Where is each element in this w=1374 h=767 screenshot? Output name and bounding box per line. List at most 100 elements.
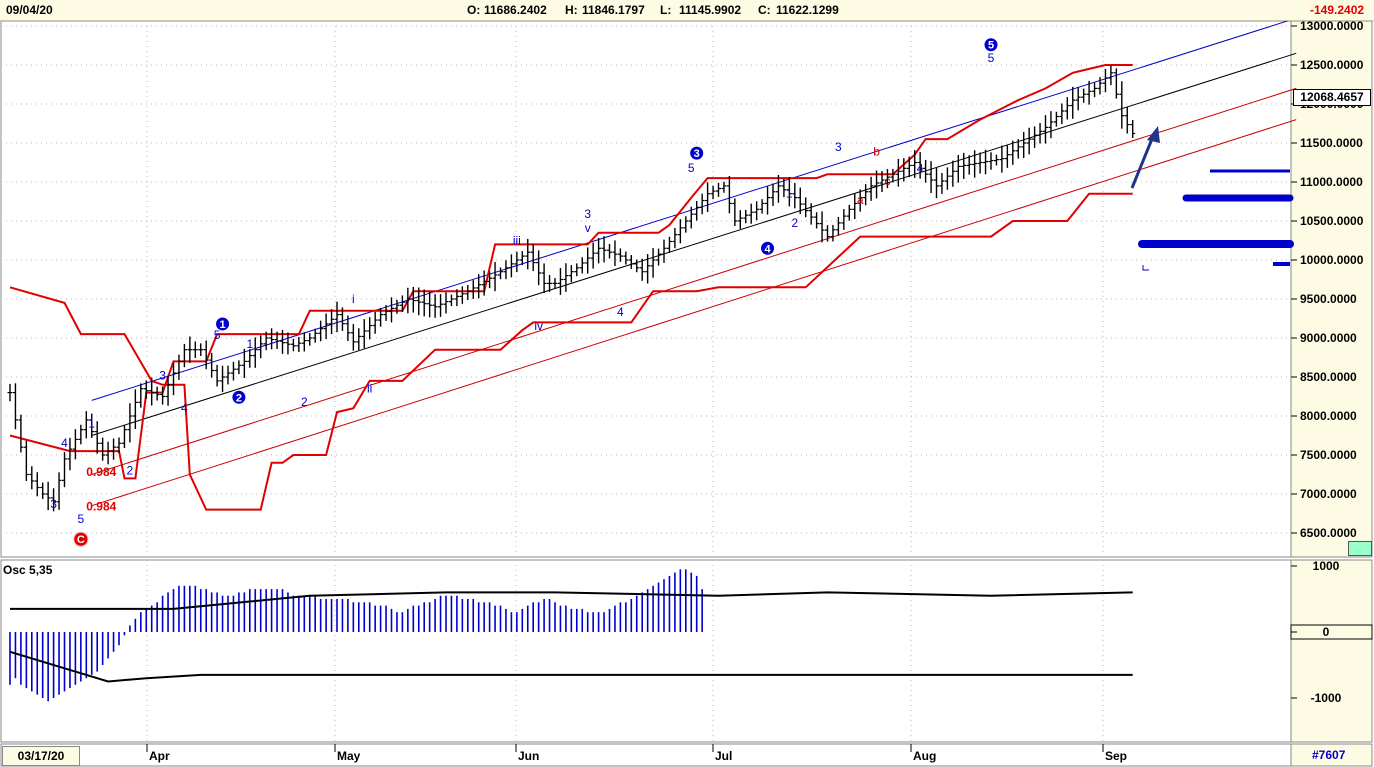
price-bar — [116, 437, 122, 454]
y-tick-label: 9500.0000 — [1300, 292, 1357, 306]
wave-circle-label: 2 — [236, 392, 242, 404]
price-bar — [192, 341, 198, 358]
price-bar — [421, 289, 427, 317]
price-bar — [639, 258, 645, 281]
price-bar — [94, 421, 100, 454]
price-bar — [972, 150, 978, 178]
chart-corner-icon[interactable] — [1348, 541, 1372, 556]
price-bar — [846, 204, 852, 221]
price-bar — [203, 340, 209, 370]
wave-label: 5 — [688, 161, 695, 175]
y-tick-label: 10000.0000 — [1300, 253, 1364, 267]
price-bar — [819, 211, 825, 243]
price-bar — [841, 209, 847, 230]
price-bar — [230, 361, 236, 381]
price-bar — [405, 287, 411, 314]
price-bar — [977, 152, 983, 174]
forecast-arrow — [1130, 126, 1160, 189]
price-bar — [519, 251, 525, 266]
projection-levels — [1138, 169, 1294, 271]
osc-tick-label: -1000 — [1311, 691, 1342, 705]
osc-tick-label: 0 — [1323, 625, 1330, 639]
price-bar — [868, 176, 874, 201]
price-bar — [307, 332, 313, 346]
price-bars — [7, 65, 1136, 512]
price-bar — [247, 349, 253, 368]
price-bar — [138, 383, 144, 408]
price-bar — [454, 289, 460, 307]
wave-label: 1 — [786, 187, 793, 201]
price-bar — [498, 267, 503, 280]
wave-circle-bg — [689, 145, 705, 161]
price-bar — [67, 437, 73, 471]
price-bar — [552, 278, 558, 289]
price-bar — [318, 320, 324, 342]
wave-label: iii — [513, 233, 521, 247]
price-bar — [459, 286, 465, 304]
date-axis — [0, 743, 1292, 767]
price-bar — [694, 201, 700, 221]
wave-circle: 5 — [983, 37, 999, 53]
price-bar — [225, 365, 231, 385]
price-bar — [852, 193, 858, 219]
price-bar — [775, 174, 781, 203]
price-bar — [568, 265, 574, 283]
price-bar — [378, 307, 384, 327]
price-bar — [596, 238, 602, 264]
price-bar — [127, 403, 133, 443]
wave-circle-label: 4 — [764, 243, 771, 255]
change-value: -149.2402 — [1310, 3, 1365, 17]
price-bar — [983, 149, 989, 175]
wave-circle-label: 3 — [694, 148, 700, 160]
wave-label: i — [352, 292, 355, 306]
wave-circle-label: C — [77, 534, 85, 546]
price-bar — [1081, 88, 1087, 103]
price-bar — [1086, 80, 1092, 105]
price-bar — [12, 383, 18, 430]
price-bar — [100, 437, 106, 461]
open-label: O: — [467, 3, 481, 17]
fib-label: 0.984 — [86, 465, 116, 479]
price-bar — [683, 216, 689, 233]
price-bar — [912, 150, 918, 178]
price-bar — [78, 424, 84, 445]
close-label: C: — [758, 3, 771, 17]
price-bar — [121, 424, 127, 448]
price-bar — [808, 203, 814, 225]
wave-circle: 2 — [231, 389, 247, 405]
price-bar — [160, 386, 166, 405]
price-bar — [628, 255, 634, 269]
osc-signal-upper — [10, 591, 1133, 610]
price-bar — [350, 324, 356, 351]
price-bar — [1092, 82, 1098, 98]
price-bar — [1124, 106, 1130, 134]
price-bar — [590, 242, 596, 269]
price-bar — [329, 309, 335, 335]
price-bar — [623, 251, 629, 265]
price-bar — [339, 307, 345, 331]
price-bar — [737, 210, 743, 229]
price-bar — [699, 193, 705, 215]
price-bar — [966, 155, 972, 175]
price-bar — [530, 243, 536, 271]
price-axis — [1290, 20, 1373, 558]
x-tick-label: Jun — [518, 749, 539, 763]
wave-circle-bg — [760, 240, 776, 256]
price-bar — [645, 254, 651, 284]
price-bar — [1043, 115, 1048, 144]
wave-label: 1 — [88, 417, 95, 431]
price-bar — [72, 429, 78, 460]
price-bar — [171, 362, 176, 396]
price-bar — [361, 319, 367, 349]
price-bar — [923, 159, 929, 183]
wave-label: 2 — [301, 395, 308, 409]
price-bar — [198, 343, 204, 357]
price-bar — [797, 187, 803, 215]
price-bar — [656, 248, 662, 266]
price-bar — [465, 285, 471, 300]
wave-label: iv — [534, 319, 543, 333]
y-tick-label: 6500.0000 — [1300, 526, 1357, 540]
price-bar — [1059, 103, 1065, 125]
price-bar — [574, 263, 580, 277]
price-bar — [934, 167, 939, 199]
